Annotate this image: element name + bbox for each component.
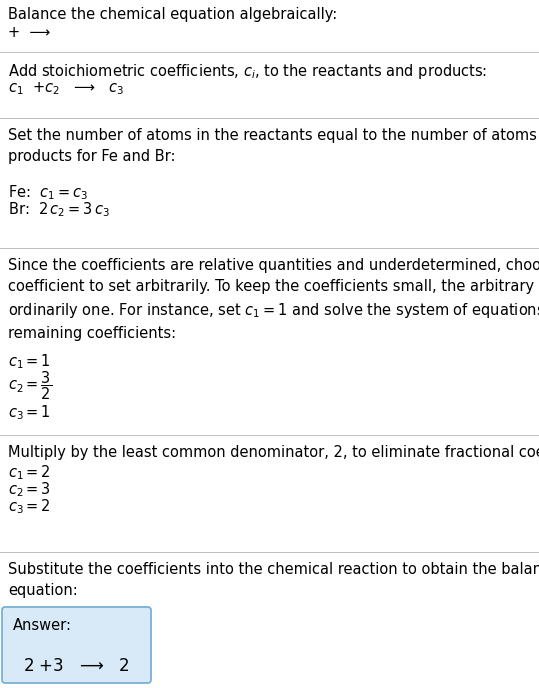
Text: $c_3 = 1$: $c_3 = 1$ (8, 403, 51, 422)
Text: $c_2 = 3$: $c_2 = 3$ (8, 480, 51, 499)
Text: $c_3 = 2$: $c_3 = 2$ (8, 497, 51, 516)
Text: $c_1 = 2$: $c_1 = 2$ (8, 463, 51, 482)
Text: Fe:  $c_1 = c_3$: Fe: $c_1 = c_3$ (8, 183, 88, 202)
Text: +  ⟶: + ⟶ (8, 25, 50, 40)
Text: Substitute the coefficients into the chemical reaction to obtain the balanced
eq: Substitute the coefficients into the che… (8, 562, 539, 598)
Text: $c_1 = 1$: $c_1 = 1$ (8, 352, 51, 371)
Text: Balance the chemical equation algebraically:: Balance the chemical equation algebraica… (8, 7, 337, 22)
Text: $2$ $+3$   ⟶   $2$: $2$ $+3$ ⟶ $2$ (23, 657, 130, 675)
Text: Br:  $2\,c_2 = 3\,c_3$: Br: $2\,c_2 = 3\,c_3$ (8, 200, 110, 219)
Text: Add stoichiometric coefficients, $c_i$, to the reactants and products:: Add stoichiometric coefficients, $c_i$, … (8, 62, 487, 81)
Text: $c_2 = \dfrac{3}{2}$: $c_2 = \dfrac{3}{2}$ (8, 369, 52, 402)
Text: Set the number of atoms in the reactants equal to the number of atoms in the
pro: Set the number of atoms in the reactants… (8, 128, 539, 164)
Text: Answer:: Answer: (13, 618, 72, 633)
Text: Multiply by the least common denominator, 2, to eliminate fractional coefficient: Multiply by the least common denominator… (8, 445, 539, 460)
FancyBboxPatch shape (2, 607, 151, 683)
Text: Since the coefficients are relative quantities and underdetermined, choose a
coe: Since the coefficients are relative quan… (8, 258, 539, 341)
Text: $c_1$  $+c_2$   ⟶   $c_3$: $c_1$ $+c_2$ ⟶ $c_3$ (8, 80, 124, 97)
